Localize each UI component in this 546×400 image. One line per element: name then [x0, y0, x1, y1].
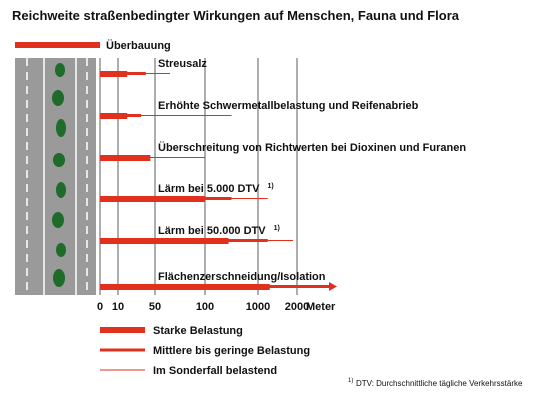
tick-label: 50 — [149, 301, 161, 313]
legend-label: Mittlere bis geringe Belastung — [153, 345, 310, 357]
tick-label: 0 — [97, 301, 103, 313]
tick-label: 100 — [196, 301, 214, 313]
footnote-marker: 1) — [268, 183, 274, 190]
footnote-marker: 1) — [348, 378, 353, 384]
bar-strong — [100, 155, 151, 161]
legend-swatch — [100, 369, 145, 371]
top-label: Überbauung — [106, 39, 171, 52]
bar-strong — [100, 71, 128, 77]
bar-strong — [100, 196, 205, 202]
legend-label: Im Sonderfall belastend — [153, 365, 277, 377]
title: Reichweite straßenbedingter Wirkungen au… — [12, 8, 460, 23]
arrow-head — [329, 282, 337, 291]
bar-special — [100, 157, 205, 158]
legend-swatch — [100, 348, 145, 352]
row-label: Flächenzerschneidung/Isolation — [158, 271, 326, 283]
bar-special — [100, 115, 232, 116]
overbuild-bar — [15, 42, 100, 48]
tick-label: 10 — [112, 301, 124, 313]
bar-strong — [100, 284, 270, 290]
row-label: Überschreitung von Richtwerten bei Dioxi… — [158, 141, 466, 154]
row-label: Erhöhte Schwermetallbelastung und Reifen… — [158, 100, 419, 112]
arrow-shaft — [297, 285, 329, 288]
row-label: Lärm bei 50.000 DTV — [158, 225, 266, 237]
bar-strong — [100, 238, 229, 244]
tick-label: 1000 — [246, 301, 270, 313]
row-label: Lärm bei 5.000 DTV — [158, 183, 260, 195]
row-label: Streusalz — [158, 58, 207, 70]
bar-strong — [100, 113, 128, 119]
legend-label: Starke Belastung — [153, 325, 243, 337]
footnote-marker: 1) — [274, 225, 280, 232]
footnote-text: DTV: Durchschnittliche tägliche Verkehrs… — [356, 379, 523, 388]
axis-unit: Meter — [306, 301, 336, 313]
road — [15, 58, 98, 295]
tick-label: 2000 — [285, 301, 309, 313]
legend-swatch — [100, 327, 145, 333]
